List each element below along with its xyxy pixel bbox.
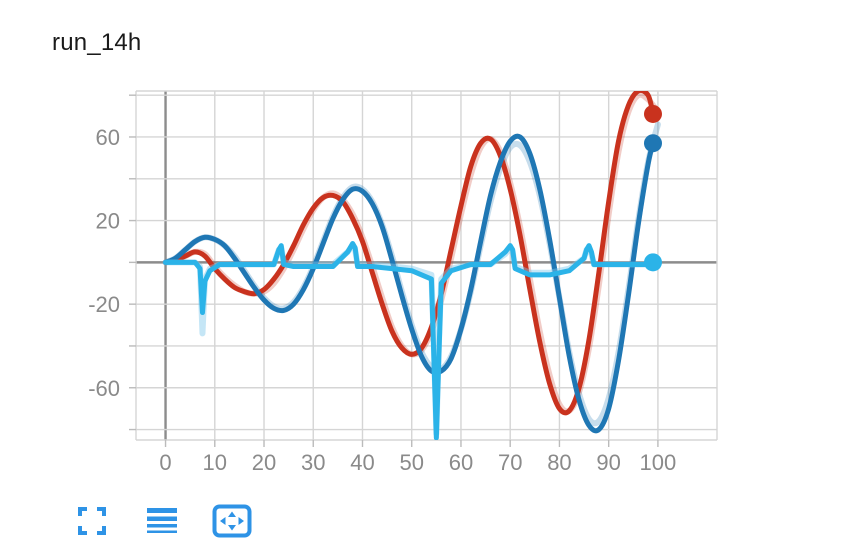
- lines-button[interactable]: [140, 499, 184, 543]
- svg-text:30: 30: [301, 450, 325, 475]
- svg-text:80: 80: [547, 450, 571, 475]
- svg-text:20: 20: [96, 209, 120, 234]
- svg-text:40: 40: [350, 450, 374, 475]
- svg-text:-20: -20: [88, 292, 120, 317]
- svg-text:90: 90: [596, 450, 620, 475]
- series-cyan: [163, 241, 656, 440]
- fullscreen-button[interactable]: [70, 499, 114, 543]
- svg-text:20: 20: [252, 450, 276, 475]
- svg-text:-60: -60: [88, 376, 120, 401]
- svg-text:70: 70: [498, 450, 522, 475]
- line-chart-svg[interactable]: 0 10 20 30 40 50 60 70 80 90 100 -60 -20 20 60: [0, 0, 856, 500]
- svg-text:10: 10: [203, 450, 227, 475]
- svg-text:60: 60: [96, 125, 120, 150]
- lines-icon: [147, 508, 177, 533]
- svg-text:0: 0: [159, 450, 171, 475]
- pan-icon: [212, 504, 252, 538]
- pan-button[interactable]: [210, 499, 254, 543]
- end-marker-cyan: [643, 253, 662, 272]
- series-lines: [162, 91, 661, 440]
- end-marker-blue: [643, 134, 662, 153]
- end-marker-red: [643, 104, 662, 123]
- svg-text:50: 50: [399, 450, 423, 475]
- series-blue: [163, 133, 656, 434]
- page-title: run_14h: [52, 29, 142, 56]
- svg-text:60: 60: [449, 450, 473, 475]
- axis-ticks: 0 10 20 30 40 50 60 70 80 90 100 -60 -20 20 60: [88, 94, 677, 475]
- svg-text:100: 100: [640, 450, 677, 475]
- plot-area[interactable]: 0 10 20 30 40 50 60 70 80 90 100 -60 -20 20 60: [0, 0, 856, 500]
- fullscreen-icon: [78, 507, 106, 535]
- chart-toolbar: [70, 496, 254, 546]
- end-markers: [643, 104, 662, 272]
